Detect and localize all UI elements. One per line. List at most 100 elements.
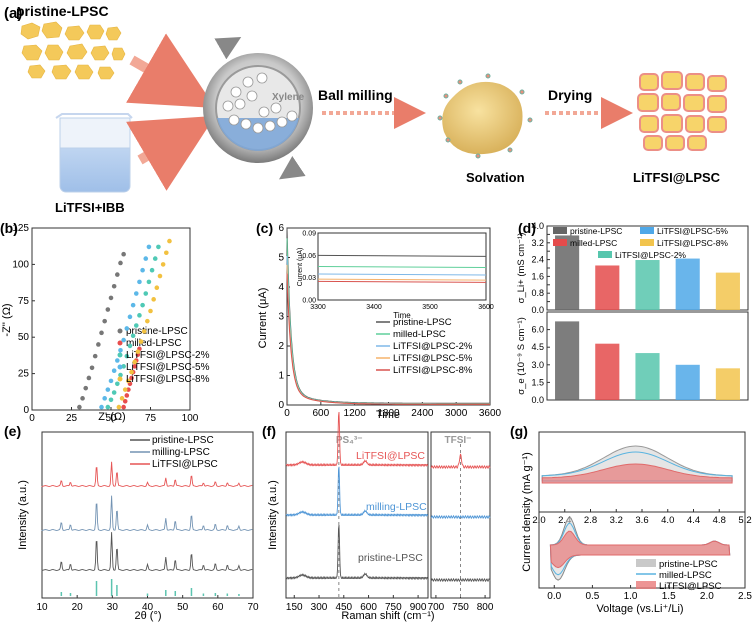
- y-tick-label: 0: [278, 400, 284, 411]
- data-point: [130, 333, 136, 339]
- raman-spectrum: [285, 524, 429, 581]
- panel-label-d: (d): [518, 220, 536, 236]
- legend-marker: [117, 376, 123, 382]
- y-axis-label: σ_e (10⁻⁹ S cm⁻¹): [516, 317, 527, 395]
- series-line: [286, 273, 490, 405]
- x-tick-label: 70: [247, 602, 259, 613]
- x-tick-label-top: 3.6: [635, 515, 648, 526]
- inset-x-tick-label: 3600: [478, 304, 494, 311]
- x-tick-label-top: 2.4: [558, 515, 571, 526]
- x-tick-label: 2400: [411, 408, 434, 419]
- data-point: [127, 314, 133, 320]
- data-point: [164, 250, 169, 256]
- data-point: [146, 279, 152, 285]
- panel-label-e: (e): [4, 423, 21, 439]
- tfsi-annotation: TFSI⁻: [445, 435, 472, 446]
- data-point: [135, 349, 141, 355]
- data-point: [86, 375, 92, 381]
- legend-entry: LiTFSI@LPSC-8%: [126, 374, 210, 385]
- x-tick-label: 1200: [344, 408, 367, 419]
- data-point: [115, 358, 120, 363]
- y-tick-label: 3.0: [531, 360, 544, 370]
- data-point: [105, 387, 111, 392]
- data-point: [133, 291, 139, 296]
- x-tick-label: 600: [312, 408, 329, 419]
- panel-f-raman: (f) 150 300 450 600 750 900 700 750 800 Raman shif…: [262, 411, 494, 622]
- data-point: [96, 342, 101, 347]
- legend-entry: pristine-LPSC: [659, 559, 718, 570]
- bar: [595, 343, 620, 400]
- data-point: [108, 397, 114, 403]
- x-tick-label: 750: [385, 602, 402, 613]
- inset-x-tick-label: 3300: [310, 304, 326, 311]
- x-tick-label-top: 4.8: [713, 515, 726, 526]
- data-point: [160, 262, 166, 267]
- legend-entry: LiTFSI@LPSC-2%: [393, 341, 473, 352]
- product-particles: [637, 71, 727, 151]
- x-axis-label: Voltage (vs.Li⁺/Li): [596, 603, 683, 615]
- x-tick-label: 25: [66, 413, 78, 424]
- data-point: [152, 256, 158, 261]
- legend-entry: LiTFSI@LPSC-8%: [657, 238, 728, 248]
- data-point: [140, 302, 145, 308]
- x-tick-label: 3600: [479, 408, 502, 419]
- bar: [635, 260, 660, 310]
- bar: [715, 368, 740, 400]
- legend-entry: pristine-LPSC: [126, 326, 188, 337]
- panel-label-c: (c): [256, 220, 273, 236]
- data-point: [83, 385, 89, 391]
- data-point: [129, 375, 134, 381]
- y-axis-label: Current density (mA g⁻¹): [521, 452, 533, 572]
- bar: [555, 321, 580, 400]
- legend-entry: LiTFSI@LPSC-2%: [126, 350, 210, 361]
- legend-entry: milled-LPSC: [659, 570, 712, 581]
- legend-entry: milled-LPSC: [393, 329, 446, 340]
- x-tick-label: 900: [410, 602, 427, 613]
- x-tick-label-top: 5.2: [738, 515, 751, 526]
- data-point: [115, 381, 120, 387]
- data-point: [132, 359, 137, 365]
- y-tick-label: 4: [278, 282, 284, 293]
- legend-entry: milled-LPSC: [126, 338, 182, 349]
- legend-swatch: [640, 227, 654, 234]
- bar: [675, 364, 700, 400]
- x-tick-label: 300: [311, 602, 328, 613]
- x-tick-label: 75: [145, 413, 157, 424]
- schematic-panel: (a) pristine-LPSC LiTFSI+IBB: [4, 3, 727, 215]
- data-point: [102, 318, 107, 324]
- x-tick-label: 0: [29, 413, 35, 424]
- data-point: [118, 372, 123, 378]
- spectrum-label: pristine-LPSC: [358, 552, 423, 564]
- y-tick-label: 5: [278, 253, 284, 264]
- data-point: [122, 387, 128, 392]
- data-point: [137, 313, 142, 318]
- data-point: [102, 396, 107, 401]
- y-axis-label: -Z'' (Ω): [1, 303, 13, 336]
- data-point: [126, 387, 131, 392]
- legend-swatch: [598, 251, 612, 258]
- x-tick-label-bottom: 0.5: [585, 591, 599, 602]
- inset-y-tick-label: 0.00: [302, 298, 316, 305]
- legend-entry: LiTFSI@LPSC-5%: [126, 362, 210, 373]
- bar: [635, 353, 660, 400]
- bar: [595, 265, 620, 310]
- data-point: [111, 390, 117, 395]
- x-tick-label: 600: [360, 602, 377, 613]
- panel-g-cv: (g) 2.0 2.4 2.8 3.2 3.6 4.0 4.4 4.8 5.2 0.0 0.5 1.0 1…: [510, 423, 752, 615]
- y-tick-label: 0: [23, 405, 29, 416]
- x-tick-label: 0: [284, 408, 290, 419]
- data-point: [108, 378, 114, 384]
- legend-swatch: [553, 239, 567, 246]
- cv-loop: [541, 463, 733, 484]
- y-tick-label: 6: [278, 223, 284, 234]
- data-point: [157, 273, 163, 279]
- data-point: [89, 365, 95, 371]
- legend-entry: LiTFSI@LPSC-5%: [393, 353, 473, 364]
- data-point: [108, 295, 114, 301]
- x-tick-label: 10: [36, 602, 48, 613]
- inset-y-tick-label: 0.03: [302, 275, 316, 282]
- xrd-pattern: [41, 461, 253, 487]
- x-tick-label: 450: [335, 602, 352, 613]
- y-tick-label: 4.0: [531, 221, 544, 231]
